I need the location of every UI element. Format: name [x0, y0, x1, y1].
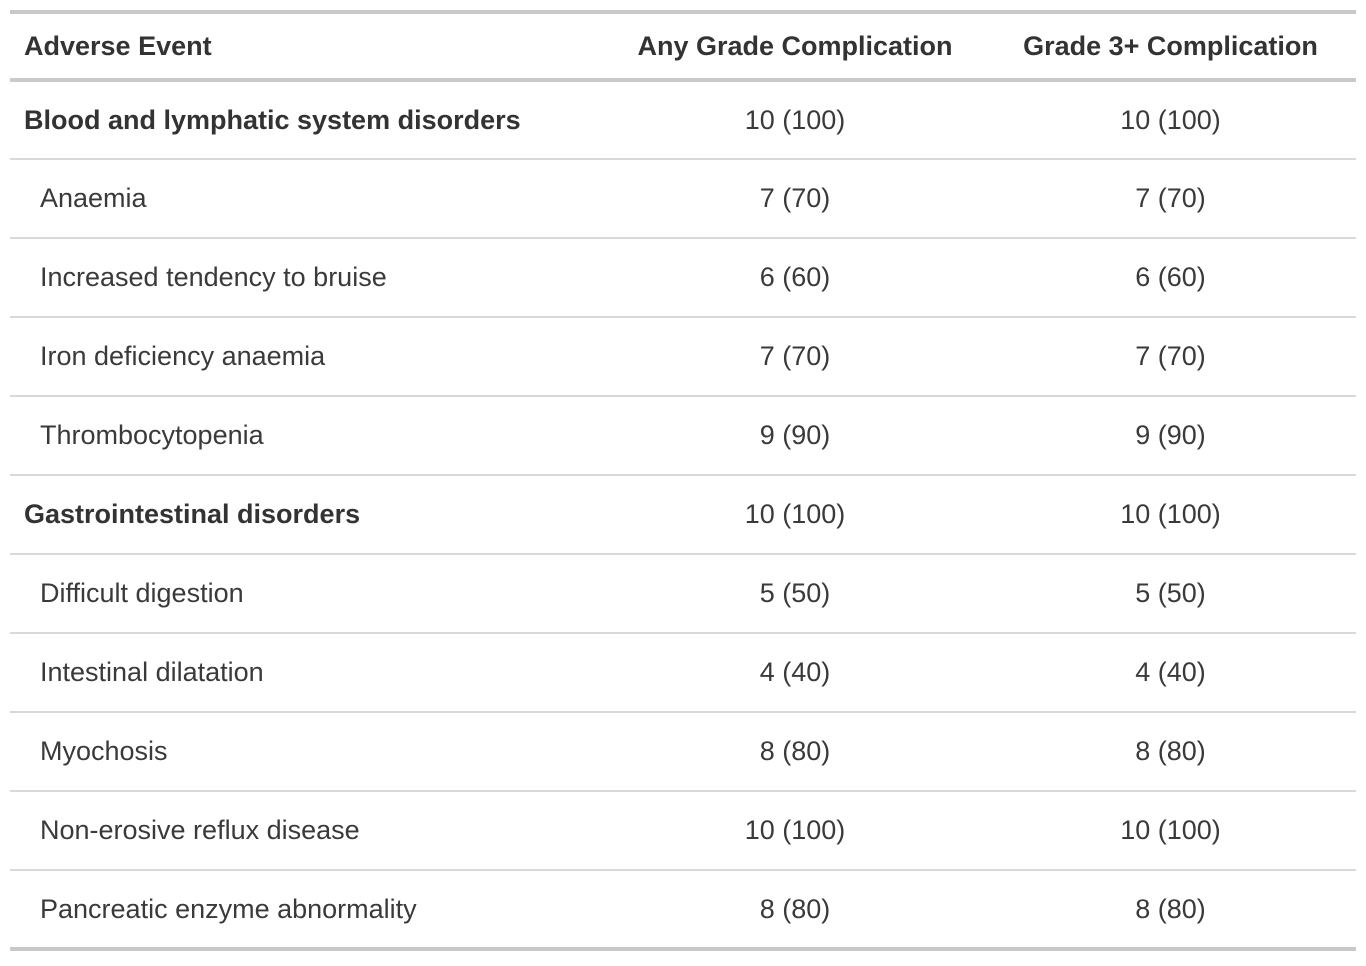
column-header-any-grade-complication[interactable]: Any Grade Complication [605, 12, 985, 82]
any-grade-value-cell: 4 (40) [605, 632, 985, 712]
any-grade-value-cell: 7 (70) [605, 158, 985, 238]
table-body: Blood and lymphatic system disorders 10 (… [10, 80, 1356, 949]
column-header-adverse-event[interactable]: Adverse Event [10, 12, 605, 82]
grade3plus-value-cell: 10 (100) [1120, 104, 1221, 135]
any-grade-value-cell: 6 (60) [605, 237, 985, 317]
table-row[interactable]: Increased tendency to bruise 6 (60) 6 (60) [10, 237, 1356, 317]
grade3plus-value-cell: 8 (80) [985, 869, 1356, 949]
adverse-event-cell: Non-erosive reflux disease [10, 790, 605, 870]
table-header: Adverse Event Any Grade Complication Gra… [10, 12, 1356, 82]
adverse-event-cell: Iron deficiency anaemia [10, 316, 605, 396]
grade3plus-value-cell: 7 (70) [985, 316, 1356, 396]
grade3plus-value-cell: 4 (40) [985, 632, 1356, 712]
grade3plus-value-cell: 8 (80) [985, 711, 1356, 791]
table-row[interactable]: Myochosis 8 (80) 8 (80) [10, 711, 1356, 791]
adverse-event-cell: Increased tendency to bruise [10, 237, 605, 317]
table-row[interactable]: Pancreatic enzyme abnormality 8 (80) 8 (80… [10, 869, 1356, 949]
adverse-events-table: Adverse Event Any Grade Complication Gra… [10, 10, 1356, 951]
table-row[interactable]: Anaemia 7 (70) 7 (70) [10, 158, 1356, 238]
table-row[interactable]: Non-erosive reflux disease 10 (100) 10 (10… [10, 790, 1356, 870]
any-grade-value-cell: 8 (80) [605, 711, 985, 791]
header-row: Adverse Event Any Grade Complication Gra… [10, 12, 1356, 82]
adverse-event-cell: Gastrointestinal disorders [10, 474, 605, 554]
adverse-event-cell: Difficult digestion [10, 553, 605, 633]
table-row[interactable]: Difficult digestion 5 (50) 5 (50) [10, 553, 1356, 633]
any-grade-value-cell: 8 (80) [605, 869, 985, 949]
grade3plus-value-cell: 10 (100) [985, 474, 1356, 554]
grade3plus-value-cell: 9 (90) [985, 395, 1356, 475]
any-grade-value-cell: 5 (50) [605, 553, 985, 633]
table-row[interactable]: Gastrointestinal disorders 10 (100) 10 (10… [10, 474, 1356, 554]
adverse-event-cell: Blood and lymphatic system disorders [24, 104, 521, 135]
grade3plus-value-cell: 7 (70) [985, 158, 1356, 238]
table-row[interactable]: Intestinal dilatation 4 (40) 4 (40) [10, 632, 1356, 712]
adverse-event-cell: Thrombocytopenia [10, 395, 605, 475]
any-grade-value-cell: 10 (100) [605, 790, 985, 870]
table-row[interactable]: Iron deficiency anaemia 7 (70) 7 (70) [10, 316, 1356, 396]
column-header-grade3plus-complication[interactable]: Grade 3+ Complication [985, 12, 1356, 82]
adverse-event-cell: Intestinal dilatation [10, 632, 605, 712]
grade3plus-value-cell: 6 (60) [985, 237, 1356, 317]
grade3plus-value-cell: 5 (50) [985, 553, 1356, 633]
any-grade-value-cell: 10 (100) [744, 104, 846, 135]
grade3plus-value-cell: 10 (100) [985, 790, 1356, 870]
any-grade-value-cell: 7 (70) [605, 316, 985, 396]
adverse-event-cell: Pancreatic enzyme abnormality [10, 869, 605, 949]
adverse-event-cell: Myochosis [10, 711, 605, 791]
table-row[interactable]: Blood and lymphatic system disorders 10 (… [10, 80, 1356, 159]
table-row[interactable]: Thrombocytopenia 9 (90) 9 (90) [10, 395, 1356, 475]
adverse-event-cell: Anaemia [10, 158, 605, 238]
any-grade-value-cell: 9 (90) [605, 395, 985, 475]
any-grade-value-cell: 10 (100) [605, 474, 985, 554]
